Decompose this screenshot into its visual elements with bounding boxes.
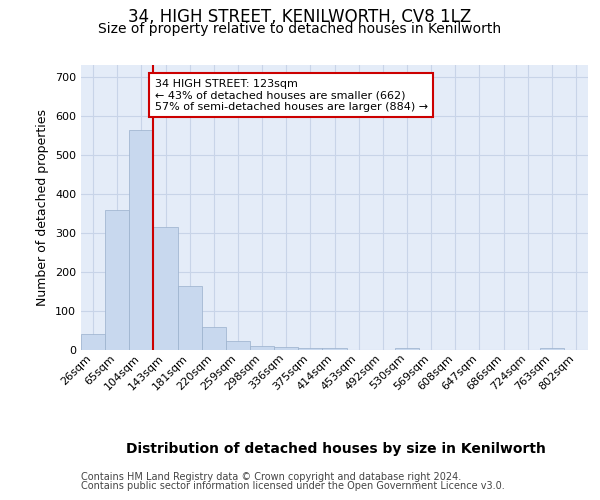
Text: Distribution of detached houses by size in Kenilworth: Distribution of detached houses by size … <box>126 442 546 456</box>
Text: 34, HIGH STREET, KENILWORTH, CV8 1LZ: 34, HIGH STREET, KENILWORTH, CV8 1LZ <box>128 8 472 26</box>
Bar <box>129 130 154 350</box>
Bar <box>322 348 347 350</box>
Bar <box>540 348 564 350</box>
Bar <box>226 342 250 350</box>
Text: Contains HM Land Registry data © Crown copyright and database right 2024.: Contains HM Land Registry data © Crown c… <box>81 472 461 482</box>
Bar <box>154 227 178 350</box>
Text: Contains public sector information licensed under the Open Government Licence v3: Contains public sector information licen… <box>81 481 505 491</box>
Bar <box>395 348 419 350</box>
Bar <box>298 348 322 350</box>
Bar <box>274 348 298 350</box>
Bar <box>250 346 274 350</box>
Text: Size of property relative to detached houses in Kenilworth: Size of property relative to detached ho… <box>98 22 502 36</box>
Y-axis label: Number of detached properties: Number of detached properties <box>37 109 49 306</box>
Bar <box>105 210 129 350</box>
Bar <box>202 326 226 350</box>
Bar <box>81 334 105 350</box>
Bar <box>178 286 202 350</box>
Text: 34 HIGH STREET: 123sqm
← 43% of detached houses are smaller (662)
57% of semi-de: 34 HIGH STREET: 123sqm ← 43% of detached… <box>155 78 428 112</box>
